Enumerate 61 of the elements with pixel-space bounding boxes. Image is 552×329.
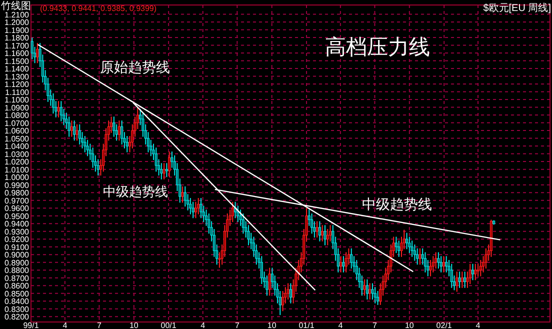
y-tick-label: 0.8900 <box>4 258 30 268</box>
annotation: 中级趋势线 <box>103 184 168 199</box>
annotation: 原始趋势线 <box>100 59 170 75</box>
y-tick-label: 1.0900 <box>4 103 30 112</box>
x-tick-label: 4 <box>338 321 344 329</box>
y-tick-label: 0.8800 <box>4 266 30 276</box>
y-tick-label: 0.9400 <box>4 220 30 229</box>
y-tick-label: 1.2100 <box>4 10 30 20</box>
y-tick-label: 0.8500 <box>4 289 30 298</box>
y-tick-label: 1.0300 <box>4 150 30 159</box>
y-tick-label: 0.9900 <box>4 180 30 190</box>
y-tick-label: 1.1600 <box>4 49 30 58</box>
annotation: (0.9433, 0.9441, 0.9385, 0.9399) <box>40 4 157 13</box>
x-tick-label: 99/1 <box>23 321 40 329</box>
y-tick-label: 0.9200 <box>4 235 30 244</box>
text: 高档压力线 <box>325 36 430 59</box>
y-tick-label: 0.8300 <box>4 304 30 314</box>
y-tick-label: 1.2000 <box>4 18 30 28</box>
y-tick-label: 1.1300 <box>4 72 30 82</box>
annotation: 中级趋势线 <box>362 196 432 212</box>
y-tick-label: 0.9500 <box>4 212 30 221</box>
x-tick-label: 7 <box>372 321 378 329</box>
y-tick-label: 0.8400 <box>4 297 30 306</box>
y-tick-label: 1.0400 <box>4 142 30 152</box>
y-tick-label: 0.9300 <box>4 227 30 236</box>
y-tick-label: 1.1400 <box>4 64 30 74</box>
annotation: 竹线图 <box>1 0 31 12</box>
x-tick-label: 10 <box>267 321 277 329</box>
x-tick-label: 7 <box>234 321 240 329</box>
y-tick-label: 1.0800 <box>4 111 30 120</box>
y-tick-label: 0.8200 <box>4 312 30 322</box>
x-tick-label: 4 <box>200 321 206 329</box>
y-tick-label: 0.9600 <box>4 204 30 214</box>
x-tick-label: 01/1 <box>298 321 315 329</box>
y-tick-label: 0.9700 <box>4 196 30 206</box>
annotation: $欧元[EU 周线] <box>483 2 552 14</box>
x-tick-label: 10 <box>129 321 139 329</box>
y-tick-label: 0.8600 <box>4 282 30 291</box>
x-tick-label: 02/1 <box>436 321 452 329</box>
y-tick-label: 1.1700 <box>4 41 30 50</box>
x-tick-label: 4 <box>476 321 481 329</box>
y-tick-label: 0.9800 <box>4 188 30 198</box>
x-tick-label: 00/1 <box>160 321 177 329</box>
x-tick-label: 7 <box>96 321 102 329</box>
y-tick-label: 1.0200 <box>4 158 30 167</box>
y-tick-label: 1.0100 <box>4 165 30 174</box>
y-tick-label: 1.1000 <box>4 96 30 105</box>
y-tick-label: 1.0000 <box>4 173 30 182</box>
y-tick-label: 1.1100 <box>5 88 30 97</box>
y-tick-label: 0.8700 <box>4 274 30 283</box>
y-tick-label: 0.9000 <box>4 250 30 260</box>
y-tick-label: 1.1500 <box>4 56 30 66</box>
x-tick-label: 10 <box>404 321 414 329</box>
x-tick-label: 4 <box>62 321 68 329</box>
y-tick-label: 1.1900 <box>4 26 30 35</box>
y-tick-label: 1.1800 <box>4 34 30 43</box>
y-tick-label: 1.0600 <box>4 126 30 136</box>
y-tick-label: 1.0700 <box>4 118 30 128</box>
y-tick-label: 1.0500 <box>4 134 30 144</box>
y-tick-label: 0.9100 <box>4 242 30 252</box>
y-tick-label: 1.1200 <box>4 80 30 90</box>
